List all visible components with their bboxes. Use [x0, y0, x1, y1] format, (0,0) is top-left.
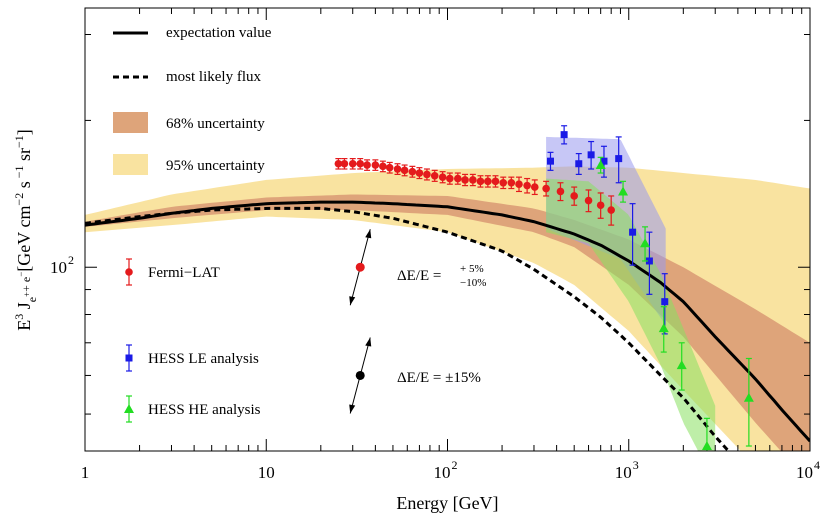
most-likely-flux-line	[85, 206, 731, 451]
hess-he-systematic-band	[546, 178, 716, 451]
fermi-lat-point	[340, 158, 349, 170]
fermi-lat-point	[348, 158, 357, 170]
fermi-lat-point	[408, 165, 417, 178]
fermi-energy-scale-label: ΔE/E =	[397, 268, 441, 284]
x-tick-label: 10	[615, 463, 632, 482]
fermi-lat-point	[491, 175, 500, 188]
hess-le-point	[546, 151, 554, 171]
fermi-lat-point	[499, 176, 508, 190]
hess-he-point	[676, 342, 687, 391]
legend-fermi-lat-label: Fermi−LAT	[148, 265, 220, 281]
hess-he-point	[701, 417, 712, 451]
y-tick-label-exponent: 2	[68, 253, 74, 267]
fermi-lat-point	[363, 159, 371, 171]
fermi-energy-scale-minus: −10%	[460, 277, 486, 289]
legend-likely-label: most likely flux	[166, 69, 261, 85]
fermi-lat-point	[542, 180, 550, 197]
hess-he-point	[743, 357, 754, 447]
x-tick-label-exponent: 4	[814, 458, 820, 472]
legend-hess-le: HESS LE analysis	[125, 344, 259, 372]
hess-energy-scale-label: ΔE/E = ±15%	[397, 370, 481, 386]
hess-le-point	[645, 231, 653, 295]
x-tick-label-exponent: 2	[452, 458, 458, 472]
hess-le-point	[587, 140, 595, 170]
hess-le-point	[600, 145, 608, 178]
hess-le-point	[575, 152, 583, 175]
fermi-energy-scale-arrow	[349, 229, 372, 306]
legend: expectation value most likely flux 68% unc…	[113, 25, 272, 175]
fermi-lat-point	[423, 168, 431, 181]
legend-68-swatch	[113, 112, 148, 133]
x-tick-label: 10	[434, 463, 451, 482]
x-axis-label: Energy [GeV]	[396, 493, 498, 513]
legend-95-label: 95% uncertainty	[166, 158, 265, 174]
fermi-lat-point	[415, 167, 424, 180]
x-tick-label: 10	[258, 463, 275, 482]
fermi-lat-point	[430, 169, 439, 182]
hess-le-point	[615, 136, 623, 184]
legend-expectation-label: expectation value	[166, 25, 272, 41]
legend-hess-he-label: HESS HE analysis	[148, 402, 261, 418]
fermi-lat-point	[515, 176, 523, 193]
fermi-lat-point	[607, 195, 615, 226]
fermi-lat-point	[446, 172, 454, 185]
legend-95-swatch	[113, 154, 148, 175]
fermi-lat-point	[530, 179, 539, 196]
fermi-lat-point	[484, 175, 492, 188]
y-tick-label: 10	[50, 258, 67, 277]
fermi-lat-point	[371, 159, 380, 171]
legend-hess-he: HESS HE analysis	[124, 395, 261, 423]
hess-le-point	[629, 203, 637, 266]
fermi-lat-point	[596, 192, 605, 219]
fermi-lat-point	[385, 161, 394, 174]
hess-he-point	[595, 156, 606, 174]
fermi-lat-point	[393, 163, 402, 175]
x-tick-label-exponent: 3	[633, 458, 639, 472]
hess-he-point	[618, 180, 629, 203]
fermi-lat-point	[356, 158, 365, 170]
fermi-lat-point	[461, 173, 469, 187]
fermi-lat-point	[454, 172, 462, 185]
legend-fermi-lat: Fermi−LAT	[125, 258, 220, 286]
fermi-lat-point	[400, 164, 409, 177]
plot-area	[85, 125, 810, 451]
x-tick-label: 10	[796, 463, 813, 482]
x-tick-label: 1	[81, 463, 90, 482]
fermi-lat-point	[570, 186, 578, 206]
legend-68-label: 68% uncertainty	[166, 116, 265, 132]
fermi-lat-point	[438, 171, 447, 184]
fermi-lat-point	[334, 158, 343, 170]
fermi-energy-scale-plus: + 5%	[460, 263, 484, 275]
fermi-lat-point	[476, 175, 485, 188]
hess-he-point	[640, 226, 651, 262]
hess-le-point	[661, 273, 669, 335]
fermi-lat-point	[379, 160, 387, 173]
y-axis-label: E3 Je++ e−[GeV cm−2 s −1 sr−1]	[12, 129, 39, 331]
hess-he-point	[658, 306, 669, 353]
legend-hess-le-label: HESS LE analysis	[148, 351, 259, 367]
fermi-lat-point	[523, 177, 531, 194]
fermi-lat-point	[556, 182, 565, 202]
hess-energy-scale-arrow	[349, 337, 372, 414]
fermi-lat-point	[507, 176, 516, 190]
hess-le-point	[560, 125, 568, 145]
fermi-lat-point	[584, 189, 593, 213]
fermi-lat-point	[469, 173, 477, 187]
